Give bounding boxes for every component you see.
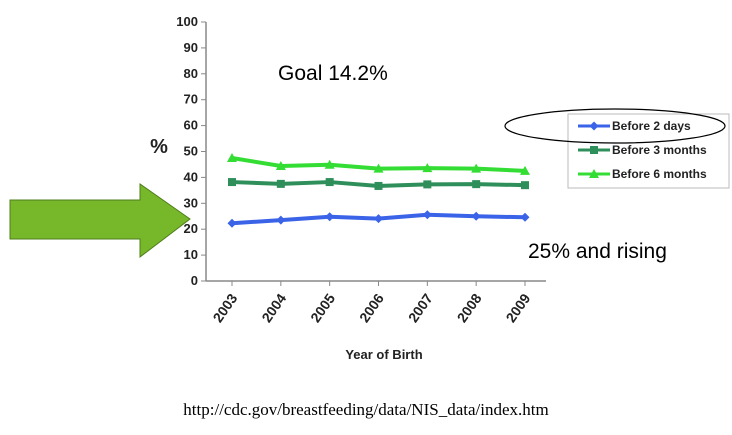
data-point [325,212,335,222]
y-tick-label: 90 [184,40,198,55]
legend-label: Before 3 months [612,143,707,157]
y-tick-label: 80 [184,66,198,81]
legend: Before 2 days Before 3 months Before 6 mon… [567,113,730,189]
data-point [520,212,530,222]
data-point [471,211,481,221]
data-point [422,163,433,173]
y-tick-label: 100 [176,14,198,29]
x-ticks: 2003 2004 2005 2006 2007 2008 2009 [209,281,534,325]
data-point [520,165,530,175]
data-point [471,163,482,173]
y-tick-label: 40 [184,169,198,184]
legend-swatch-marker [589,169,599,178]
legend-swatch-marker [590,146,598,154]
data-point [228,178,236,187]
x-tick-label: 2005 [307,290,338,325]
x-tick-label: 2008 [454,290,485,325]
goal-annotation: Goal 14.2% [278,62,388,85]
legend-item: Before 6 months [578,167,707,181]
data-point [325,178,334,187]
legend-item: Before 3 months [578,143,707,157]
data-point [373,163,384,173]
data-point [422,210,432,220]
data-point [374,214,383,224]
data-point [276,179,285,188]
legend-swatch-marker [589,121,599,131]
y-tick-label: 60 [184,118,198,133]
x-tick-label: 2004 [258,290,289,325]
series-group [227,152,530,228]
data-point [324,159,335,169]
x-tick-label: 2009 [502,290,533,325]
data-point [423,180,432,189]
data-point [521,181,529,190]
x-axis-title: Year of Birth [345,347,422,362]
x-tick-label: 2003 [209,290,240,325]
green-arrow [9,183,191,259]
y-tick-label: 0 [191,273,198,288]
data-point [276,215,286,225]
y-tick-label: 70 [184,92,198,107]
rising-annotation: 25% and rising [528,240,667,263]
y-tick-label: 30 [184,195,198,210]
series-before-6-months [227,152,530,175]
legend-item: Before 2 days [578,119,691,133]
y-axis-title: % [150,136,168,158]
data-point [227,152,237,162]
y-tick-label: 20 [184,221,198,236]
y-tick-label: 50 [184,144,198,159]
series-before-3-months [228,178,529,190]
legend-label: Before 6 months [612,167,707,181]
y-tick-label: 10 [184,247,198,262]
x-tick-label: 2006 [356,290,387,325]
data-point [374,181,383,190]
legend-label: Before 2 days [612,119,691,133]
legend-highlight-ellipse [504,108,726,144]
x-tick-label: 2007 [405,290,436,325]
data-point [472,180,481,189]
series-before-2-days [227,210,530,228]
data-point [227,218,237,228]
data-point [275,161,286,171]
source-url: http://cdc.gov/breastfeeding/data/NIS_da… [183,400,549,419]
y-ticks: 0 10 20 30 40 50 60 70 80 90 100 [176,14,206,288]
